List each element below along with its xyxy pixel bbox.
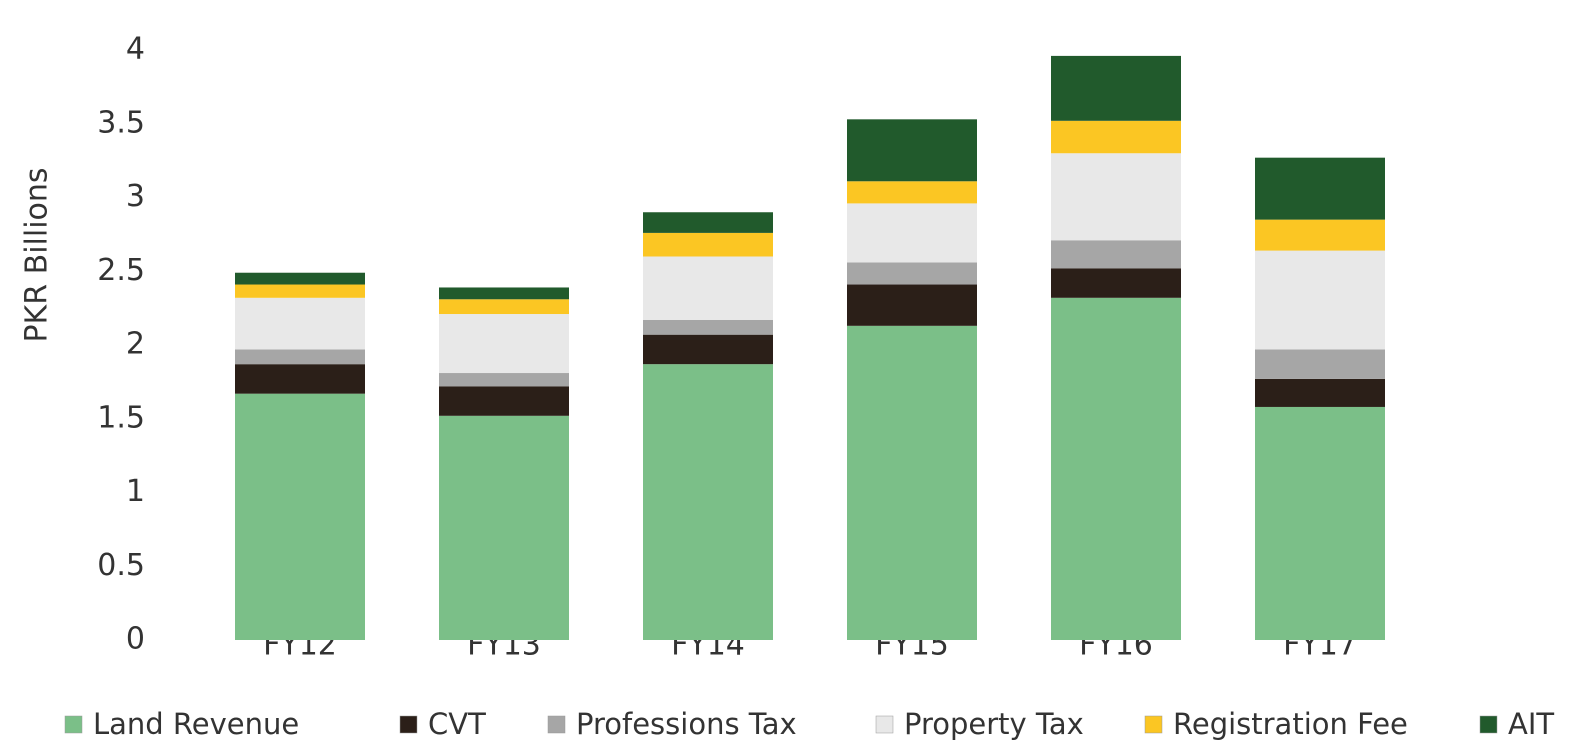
legend-swatch [399,715,418,734]
bar-segment [847,203,977,263]
bar-segment [235,284,365,298]
legend-label: Property Tax [904,707,1084,741]
bar-segment [235,272,365,285]
bar-segment [1051,268,1181,298]
bar-segment [1051,55,1181,121]
bar-segment [847,181,977,204]
bar-segment [847,325,977,640]
legend-label: AIT [1508,707,1554,741]
bar-segment [235,393,365,640]
bar-segment [847,119,977,182]
bar-segment [235,297,365,350]
y-tick-label: 2.5 [97,253,145,288]
legend-swatch [64,715,83,734]
bar-segment [643,319,773,335]
bar-segment [1051,120,1181,154]
bar-segment [643,364,773,640]
bar-segment [1255,157,1385,220]
bar-segment [439,386,569,416]
y-tick-label: 1 [126,474,145,509]
bar-segment [439,415,569,640]
bar-segment [439,373,569,387]
bar-segment [1255,219,1385,251]
bar-segment [1051,240,1181,269]
bar-segment [847,284,977,326]
bar-segment [235,349,365,365]
bar-segment [235,364,365,394]
bar-segment [439,299,569,315]
bar-segment [643,212,773,233]
y-tick-label: 2 [126,327,145,362]
bar-segment [439,287,569,300]
bar-segment [1255,349,1385,379]
legend-swatch [547,715,566,734]
legend-label: Registration Fee [1173,707,1408,741]
bar-segment [643,334,773,365]
legend-label: Professions Tax [576,707,797,741]
y-tick-label: 0.5 [97,548,145,583]
bar-segment [847,262,977,285]
legend-label: Land Revenue [93,707,299,741]
legend-swatch [875,715,894,734]
y-tick-label: 0 [126,622,145,657]
bar-segment [439,314,569,374]
bar-segment [1051,153,1181,241]
y-tick-label: 4 [126,32,145,67]
bar-segment [1255,378,1385,407]
bar-segment [1255,250,1385,350]
bar-segment [1051,297,1181,640]
y-tick-label: 1.5 [97,400,145,435]
legend-swatch [1479,715,1498,734]
legend-swatch [1144,715,1163,734]
legend-label: CVT [428,707,486,741]
y-axis-label: PKR Billions [20,167,55,342]
bar-segment [643,232,773,257]
bar-segment [643,256,773,320]
y-tick-label: 3 [126,179,145,214]
y-tick-label: 3.5 [97,105,145,140]
bar-segment [1255,406,1385,640]
